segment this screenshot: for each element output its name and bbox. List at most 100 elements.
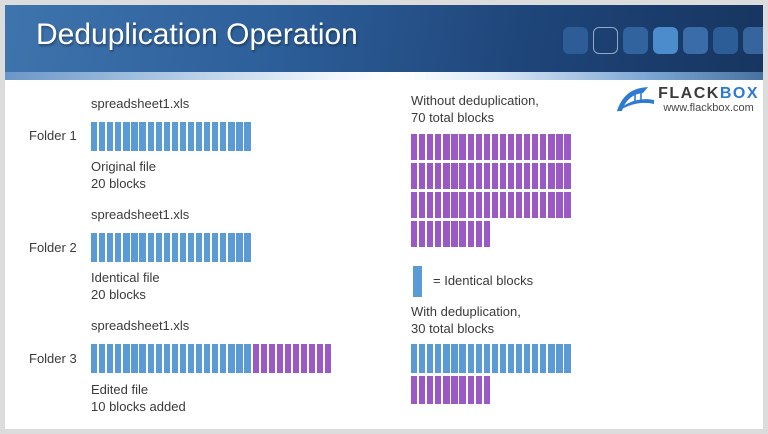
block-blue [491,344,498,373]
block-purple [475,134,482,160]
block-purple [475,192,482,218]
block-blue [123,344,130,373]
folder-1-blocks [91,122,251,151]
block-purple [483,192,490,218]
block-blue [228,344,235,373]
block-purple [317,344,324,373]
folder-2-label: Folder 2 [29,240,77,255]
block-purple [499,163,507,189]
block-purple [548,163,555,189]
block-purple [483,134,490,160]
block-blue [236,122,243,151]
legend-label: = Identical blocks [433,273,534,288]
block-purple [268,344,275,373]
block-blue [427,344,434,373]
block-purple [556,192,563,218]
block-blue [220,344,227,373]
with-dedup-row-2 [411,376,490,404]
folder-2-blocks [91,233,251,262]
block-blue [204,122,211,151]
block-purple [483,163,490,189]
block-blue [244,122,251,151]
block-blue [212,344,219,373]
block-purple [411,221,418,247]
block-purple [524,192,531,218]
block-purple [459,192,466,218]
block-purple [491,134,498,160]
block-purple [443,192,450,218]
block-blue [99,344,106,373]
block-blue [147,122,154,151]
block-purple [524,163,531,189]
block-purple [548,192,555,218]
block-blue [155,122,162,151]
block-purple [467,376,474,404]
block-purple [451,192,458,218]
block-purple [467,134,474,160]
logo-brand: FLACKBOX [658,85,759,102]
bridge-icon [617,87,655,112]
block-blue [91,344,98,373]
block-purple [260,344,267,373]
decor-square [593,27,618,54]
block-blue [532,344,539,373]
block-blue [163,344,170,373]
legend-block [413,266,422,297]
block-purple [507,134,515,160]
block-blue [187,233,195,262]
block-purple [419,376,426,404]
block-purple [540,192,547,218]
without-dedup-row-3 [411,192,571,218]
block-blue [155,233,162,262]
block-blue [244,344,251,373]
logo-text: FLACKBOX www.flackbox.com [658,85,759,115]
block-purple [419,192,426,218]
without-dedup-row-2 [411,163,571,189]
block-blue [196,233,203,262]
block-blue [91,122,98,151]
block-blue [179,344,187,373]
block-blue [459,344,466,373]
block-purple [435,192,442,218]
block-blue [99,122,106,151]
block-purple [499,134,507,160]
block-blue [228,233,235,262]
block-purple [459,221,466,247]
block-purple [483,376,490,404]
block-purple [419,221,426,247]
block-purple [419,163,426,189]
block-blue [115,122,122,151]
block-purple [459,134,466,160]
block-blue [419,344,426,373]
block-blue [228,122,235,151]
block-blue [556,344,563,373]
decor-square [563,27,588,54]
block-blue [507,344,515,373]
block-blue [139,122,146,151]
with-dedup-row-1 [411,344,571,373]
block-blue [220,233,227,262]
block-purple [435,163,442,189]
block-blue [451,344,458,373]
block-purple [516,192,523,218]
block-purple [459,376,466,404]
block-purple [301,344,308,373]
block-purple [507,163,515,189]
block-purple [443,163,450,189]
block-purple [309,344,316,373]
block-blue [443,344,450,373]
block-blue [139,344,146,373]
block-purple [516,163,523,189]
block-purple [483,221,490,247]
block-purple [443,134,450,160]
block-blue [115,233,122,262]
logo-brand-dark: FLACK [658,85,720,102]
block-blue [139,233,146,262]
block-purple [491,163,498,189]
block-purple [507,192,515,218]
block-purple [556,163,563,189]
logo-brand-blue: BOX [719,85,759,102]
block-blue [524,344,531,373]
block-purple [467,192,474,218]
block-purple [435,221,442,247]
